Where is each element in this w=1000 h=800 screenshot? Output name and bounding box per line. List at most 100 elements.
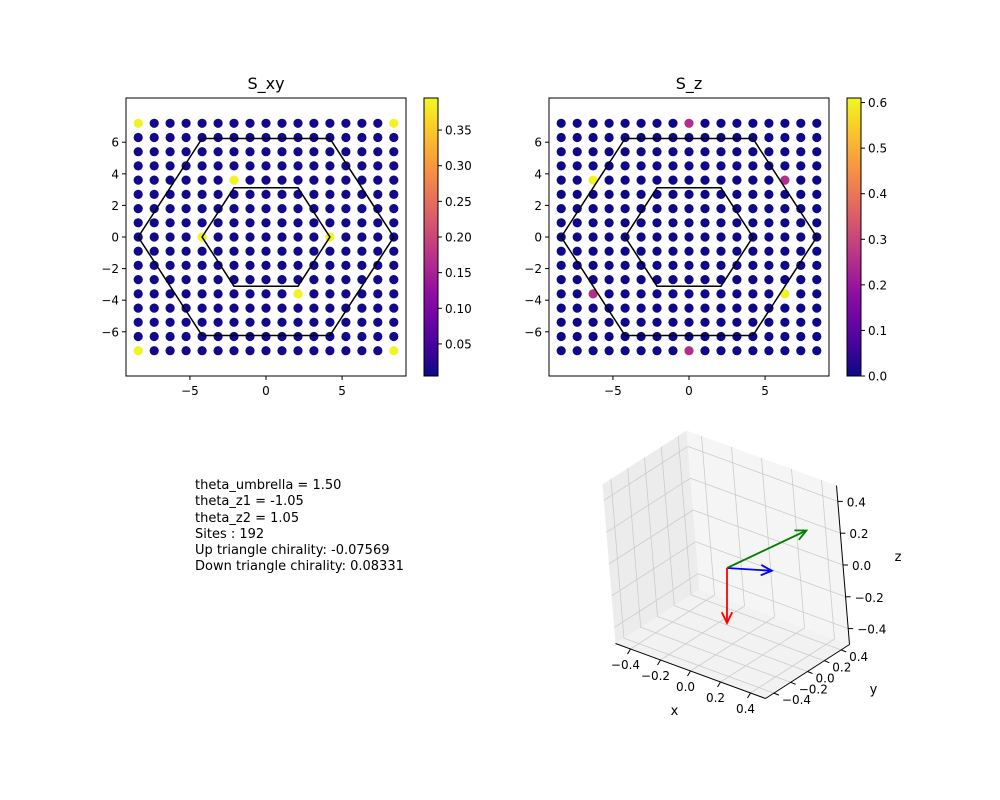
sxy-point <box>357 175 367 185</box>
sz-point <box>700 161 710 171</box>
sz-point <box>620 331 630 342</box>
sz-point <box>620 132 630 143</box>
sxy-point <box>165 232 175 242</box>
sxy-point <box>181 189 191 199</box>
sxy-point <box>341 204 351 214</box>
sxy-point <box>309 331 319 342</box>
sz-point <box>620 317 630 327</box>
sxy-point <box>245 218 255 228</box>
sz-point <box>764 275 774 285</box>
sxy-colorbar-tick-label: 0.30 <box>445 159 472 173</box>
sz-point <box>684 246 694 256</box>
sxy-point <box>261 260 271 270</box>
sxy-point <box>309 189 319 199</box>
sz-point <box>796 303 806 313</box>
y-tick <box>824 660 830 664</box>
sxy-point <box>309 289 319 299</box>
sxy-point <box>341 232 351 242</box>
z-gridline <box>608 509 694 565</box>
sz-point <box>572 147 582 157</box>
sxy-point <box>277 303 287 313</box>
sxy-point <box>181 175 191 185</box>
sxy-point <box>373 275 383 285</box>
sxy-point <box>261 275 271 285</box>
sxy-point <box>277 246 287 256</box>
z-tick-label: 0.0 <box>852 559 871 573</box>
sz-point <box>604 289 614 299</box>
sxy-point <box>213 132 223 143</box>
sxy-point <box>229 346 239 356</box>
sxy-point <box>149 346 159 356</box>
sz-point <box>620 260 630 270</box>
sxy-point <box>341 161 351 171</box>
sxy-inner-hexagon <box>201 187 331 287</box>
sxy-point <box>213 260 223 270</box>
sxy-point <box>229 161 239 171</box>
y-tick <box>773 692 780 696</box>
sxy-point <box>229 218 239 228</box>
sxy-point <box>341 346 351 356</box>
sz-point <box>716 189 726 199</box>
sz-point <box>716 317 726 327</box>
sxy-point <box>293 218 303 228</box>
sxy-point <box>133 161 143 171</box>
sxy-outer-hexagon <box>137 137 395 337</box>
sz-point <box>684 204 694 214</box>
sz-point <box>636 289 646 299</box>
sz-point <box>572 204 582 214</box>
sxy-point <box>245 260 255 270</box>
sxy-point <box>325 331 335 342</box>
sxy-point <box>229 246 239 256</box>
sz-point <box>748 175 758 185</box>
sxy-point <box>213 175 223 185</box>
sz-point <box>732 260 742 270</box>
x-tick-label: −0.4 <box>611 658 640 672</box>
sxy-point <box>149 303 159 313</box>
sz-point <box>668 303 678 313</box>
sxy-point <box>309 275 319 285</box>
sxy-point <box>373 346 383 356</box>
sz-point <box>780 132 790 143</box>
sz-point <box>572 189 582 199</box>
sz-point <box>572 331 582 342</box>
sz-point <box>748 118 758 128</box>
sxy-point <box>309 317 319 327</box>
sxy-point <box>389 275 399 285</box>
sxy-point <box>357 260 367 270</box>
sxy-colorbar <box>423 97 439 377</box>
sxy-point <box>197 161 207 171</box>
sxy-point <box>165 246 175 256</box>
sxy-point <box>165 289 175 299</box>
sz-point <box>668 289 678 299</box>
sz-point <box>604 161 614 171</box>
sz-point <box>700 147 710 157</box>
sz-xtick-label: −5 <box>604 384 622 398</box>
sz-point <box>780 303 790 313</box>
sz-colorbar-tick-label: 0.4 <box>868 187 887 201</box>
sxy-point <box>245 132 255 143</box>
sz-point <box>684 289 694 299</box>
sxy-point <box>213 232 223 242</box>
sxy-point <box>341 189 351 199</box>
sz-point <box>652 346 662 356</box>
sxy-point <box>229 147 239 157</box>
sxy-colorbar-tick-label: 0.25 <box>445 195 472 209</box>
sxy-point <box>373 232 383 242</box>
sxy-point <box>277 118 287 128</box>
sz-point <box>700 218 710 228</box>
sxy-ytick-label: −6 <box>101 325 119 339</box>
sxy-point <box>293 132 303 143</box>
sxy-point <box>277 346 287 356</box>
sxy-point <box>373 189 383 199</box>
sz-point <box>668 147 678 157</box>
sz-point <box>556 147 566 157</box>
sxy-point <box>149 260 159 270</box>
sxy-point <box>245 204 255 214</box>
sxy-point <box>181 147 191 157</box>
sz-point <box>700 204 710 214</box>
sz-point <box>652 175 662 185</box>
sz-point <box>732 246 742 256</box>
sxy-point <box>309 204 319 214</box>
sz-point <box>652 118 662 128</box>
sxy-point <box>389 346 399 356</box>
